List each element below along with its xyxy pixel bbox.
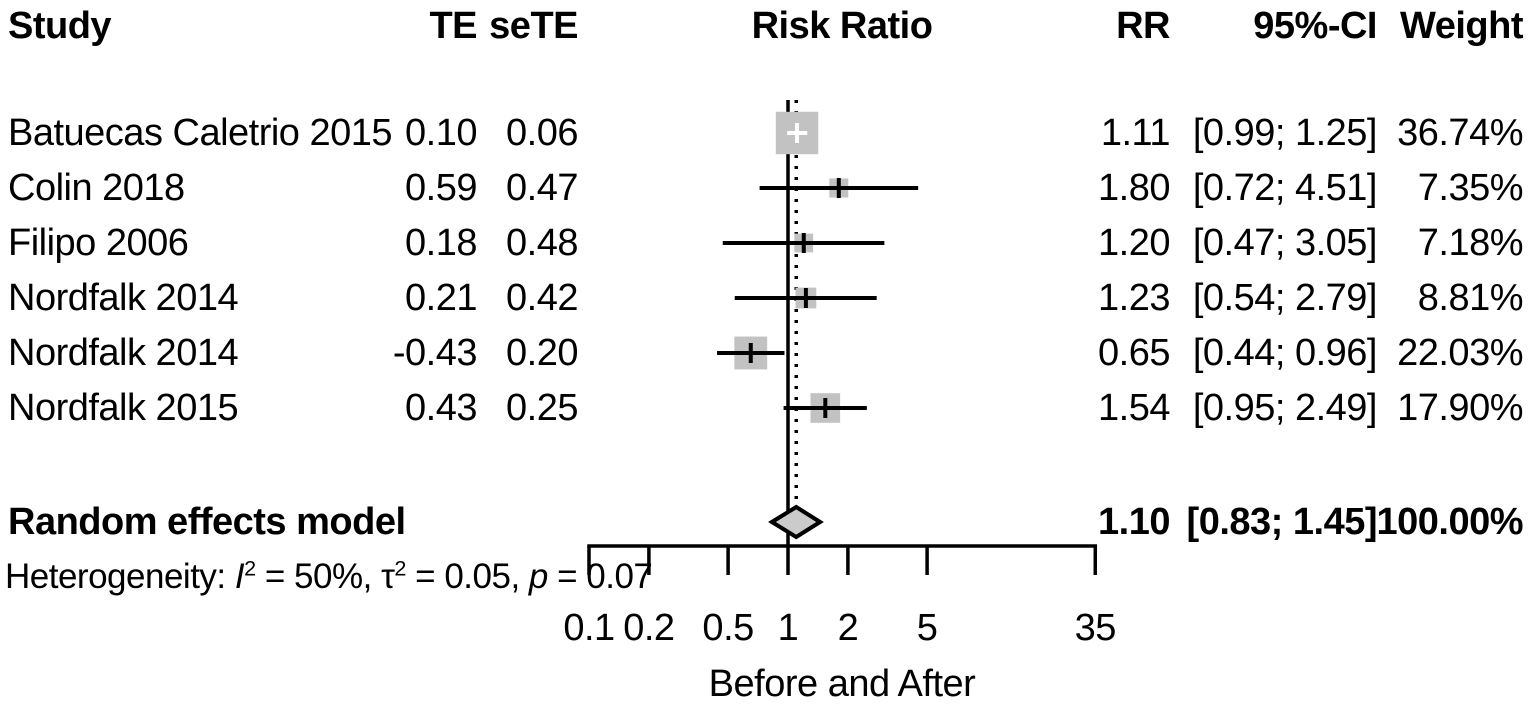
study-row-study-label: Nordfalk 2014 bbox=[8, 277, 239, 319]
study-row-study-label: Filipo 2006 bbox=[8, 222, 189, 264]
heterogeneity-note: Heterogeneity: I2 = 50%, τ2 = 0.05, p = … bbox=[5, 555, 653, 596]
column-header-rr: RR bbox=[1116, 5, 1170, 47]
study-row-sete-value: 0.47 bbox=[506, 167, 578, 209]
study-row-te-value: 0.43 bbox=[405, 387, 477, 429]
column-header-study: Study bbox=[8, 5, 112, 47]
study-square bbox=[794, 233, 814, 253]
axis-tick-label: 2 bbox=[837, 607, 859, 649]
study-row-rr-value: 1.23 bbox=[1098, 277, 1170, 319]
study-row-te-value: 0.59 bbox=[405, 167, 477, 209]
study-square bbox=[795, 287, 817, 309]
axis-tick-label: 5 bbox=[916, 607, 938, 649]
study-row-sete-value: 0.25 bbox=[506, 387, 578, 429]
pooled-diamond bbox=[768, 504, 824, 540]
overall-row-rr-value: 1.10 bbox=[1098, 501, 1170, 543]
study-row-ci-value: [0.47; 3.05] bbox=[1192, 222, 1378, 264]
study-row-study-label: Batuecas Caletrio 2015 bbox=[8, 112, 393, 154]
study-row-te-value: 0.18 bbox=[405, 222, 477, 264]
study-row-rr-value: 1.80 bbox=[1098, 167, 1170, 209]
study-row-rr-value: 1.11 bbox=[1100, 112, 1171, 154]
axis-tick-label: 0.2 bbox=[623, 607, 675, 649]
study-row-rr-value: 1.20 bbox=[1098, 222, 1170, 264]
study-row-weight-value: 7.35% bbox=[1417, 167, 1524, 209]
study-row-weight-value: 7.18% bbox=[1417, 222, 1524, 264]
study-row-sete-value: 0.48 bbox=[506, 222, 578, 264]
study-square bbox=[775, 111, 819, 155]
study-row-study-label: Nordfalk 2014 bbox=[8, 332, 239, 374]
study-row-weight-value: 22.03% bbox=[1397, 332, 1523, 374]
study-row-te-value: -0.43 bbox=[392, 332, 478, 374]
column-header-sete: seTE bbox=[489, 5, 578, 47]
overall-row-study-label: Random effects model bbox=[8, 501, 406, 543]
study-square bbox=[829, 178, 849, 198]
study-row-weight-value: 17.90% bbox=[1397, 387, 1523, 429]
column-header-te: TE bbox=[429, 5, 477, 47]
study-row-sete-value: 0.42 bbox=[506, 277, 578, 319]
study-row-rr-value: 1.54 bbox=[1098, 387, 1170, 429]
axis-tick-label: 0.1 bbox=[563, 607, 615, 649]
study-square bbox=[810, 393, 841, 423]
axis-tick-label: 1 bbox=[777, 607, 799, 649]
study-row-ci-value: [0.95; 2.49] bbox=[1192, 387, 1378, 429]
study-row-weight-value: 8.81% bbox=[1417, 277, 1524, 319]
overall-row-ci-value: [0.83; 1.45] bbox=[1186, 501, 1378, 543]
study-row-ci-value: [0.54; 2.79] bbox=[1192, 277, 1378, 319]
study-row-ci-value: [0.72; 4.51] bbox=[1192, 167, 1378, 209]
study-row-te-value: 0.10 bbox=[405, 112, 477, 154]
axis-tick-label: 35 bbox=[1074, 607, 1117, 649]
study-row-study-label: Nordfalk 2015 bbox=[8, 387, 239, 429]
study-row-sete-value: 0.06 bbox=[506, 112, 578, 154]
overall-row-weight-value: 100.00% bbox=[1376, 501, 1523, 543]
study-row-sete-value: 0.20 bbox=[506, 332, 578, 374]
study-row-study-label: Colin 2018 bbox=[8, 167, 185, 209]
column-header-risk-ratio: Risk Ratio bbox=[751, 5, 933, 47]
column-header-ci: 95%-CI bbox=[1253, 5, 1377, 47]
axis-tick-label: 0.5 bbox=[702, 607, 754, 649]
study-row-weight-value: 36.74% bbox=[1397, 112, 1523, 154]
study-row-ci-value: [0.44; 0.96] bbox=[1192, 332, 1378, 374]
study-row-rr-value: 0.65 bbox=[1098, 332, 1170, 374]
x-axis-label: Before and After bbox=[708, 663, 976, 705]
column-header-weight: Weight bbox=[1400, 5, 1523, 47]
study-square bbox=[734, 336, 768, 370]
study-row-te-value: 0.21 bbox=[405, 277, 477, 319]
study-row-ci-value: [0.99; 1.25] bbox=[1192, 112, 1378, 154]
